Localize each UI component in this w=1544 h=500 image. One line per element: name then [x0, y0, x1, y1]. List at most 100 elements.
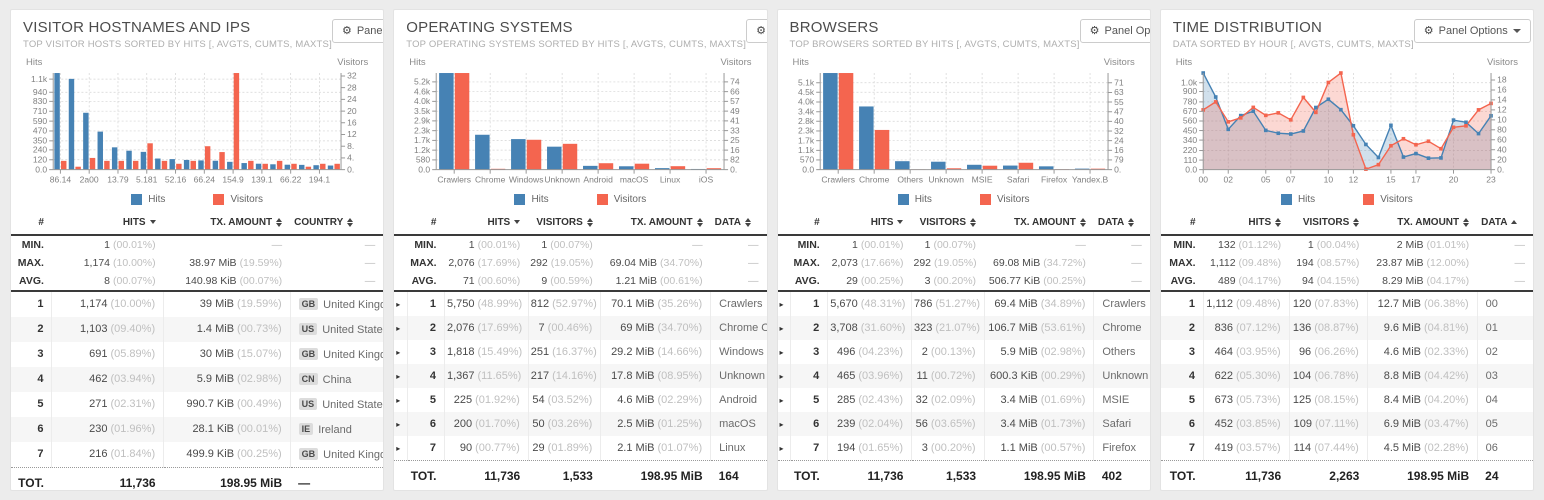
expand-row-icon[interactable]: ▸ [396, 419, 401, 429]
cell-value: 69.08 MiB [992, 256, 1041, 269]
expand-row-icon[interactable]: ▸ [779, 347, 784, 357]
expand-cell[interactable]: ▸ [394, 316, 407, 340]
col-index-header[interactable]: # [11, 211, 52, 235]
expand-cell[interactable]: ▸ [778, 436, 791, 461]
table-row[interactable]: 1 1,112 (09.48%) 120 (07.83%) 12.7 MiB (06.38%… [1161, 290, 1533, 316]
col-hits-header[interactable]: HITS [444, 211, 528, 235]
table-row[interactable]: ▸ 3 496 (04.23%) 2 (00.13%) 5.9 MiB (02.98%) Oth… [778, 339, 1150, 364]
col-hits-header[interactable]: HITS [52, 211, 164, 235]
panel-options-button[interactable]: ⚙Panel Options [331, 19, 384, 43]
table-row[interactable]: 4 622 (05.30%) 104 (06.78%) 8.8 MiB (04.42%) 03 [1160, 363, 1533, 388]
sort-both-icon [1275, 217, 1282, 227]
expand-row-icon[interactable]: ▸ [779, 323, 784, 333]
expand-row-icon[interactable]: ▸ [779, 443, 784, 453]
col-hits-header[interactable]: HITS [1204, 211, 1290, 235]
cell-percent: (03.57%) [1236, 441, 1281, 454]
table-row[interactable]: ▸ 1 5,750 (48.99%) 812 (52.97%) 70.1 MiB (35.26… [394, 290, 767, 316]
expand-cell[interactable]: ▸ [394, 436, 407, 461]
expand-row-icon[interactable]: ▸ [779, 371, 784, 381]
country-name: United States [322, 398, 384, 411]
expand-row-icon[interactable]: ▸ [396, 371, 401, 381]
table-row[interactable]: 7 216 (01.84%) 499.9 KiB (00.25%) GB United Ki… [11, 441, 384, 468]
panel-options-button[interactable]: ⚙Panel Options [1413, 19, 1531, 43]
expand-row-icon[interactable]: ▸ [396, 443, 401, 453]
column-label: DATA [1481, 216, 1508, 228]
table-row[interactable]: ▸ 6 200 (01.70%) 50 (03.26%) 2.5 MiB (01.25%) ma… [394, 411, 767, 436]
table-row[interactable]: 2 836 (07.12%) 136 (08.87%) 9.6 MiB (04.81%) 01 [1160, 315, 1533, 340]
col-tx-amount-header[interactable]: TX. AMOUNT [984, 211, 1094, 235]
col-visitors-header[interactable]: VISITORS [911, 211, 984, 235]
table-row[interactable]: ▸ 5 285 (02.43%) 32 (02.09%) 3.4 MiB (01.69%) MS… [778, 387, 1150, 412]
expand-cell[interactable]: ▸ [778, 388, 791, 412]
table-row[interactable]: 1 1,174 (10.00%) 39 MiB (19.59%) GB United Kin… [11, 290, 384, 317]
expand-cell[interactable]: ▸ [394, 291, 407, 316]
expand-cell[interactable]: ▸ [394, 412, 407, 436]
svg-text:16: 16 [730, 145, 740, 155]
col-index-header[interactable]: # [791, 211, 828, 235]
expand-row-icon[interactable]: ▸ [396, 323, 401, 333]
col-index-header[interactable]: # [1161, 211, 1204, 235]
expand-row-icon[interactable]: ▸ [779, 419, 784, 429]
panel-options-button[interactable]: ⚙Panel Options [746, 19, 767, 43]
expand-cell[interactable]: ▸ [778, 412, 791, 436]
table-row[interactable]: ▸ 4 465 (03.96%) 11 (00.72%) 600.3 KiB (00.29%)… [777, 363, 1150, 388]
col-tx-amount-cell: 106.7 MiB (53.61%) [983, 315, 1094, 340]
expand-cell[interactable]: ▸ [778, 340, 791, 364]
expand-cell[interactable]: ▸ [778, 316, 791, 340]
expand-row-icon[interactable]: ▸ [396, 395, 401, 405]
table-row[interactable]: 7 419 (03.57%) 114 (07.44%) 4.5 MiB (02.28%) 06 [1161, 435, 1533, 461]
col-data-header[interactable]: DATA [711, 211, 767, 235]
table-row[interactable]: ▸ 1 5,670 (48.31%) 786 (51.27%) 69.4 MiB (34.89… [778, 290, 1150, 316]
col-data-cell: — [711, 235, 767, 254]
col-tx-amount-header[interactable]: TX. AMOUNT [1367, 211, 1477, 235]
cell-value: 673 [1214, 393, 1234, 406]
table-row[interactable]: ▸ 3 1,818 (15.49%) 251 (16.37%) 29.2 MiB (14.66… [394, 339, 767, 364]
cell-value: 1.4 MiB [196, 323, 235, 336]
table-row[interactable]: 3 464 (03.95%) 96 (06.26%) 4.6 MiB (02.33%) 02 [1161, 339, 1533, 364]
hits-visitors-chart[interactable]: 0.01102203404505606707809001.0k0.2040608… [1170, 69, 1524, 190]
col-country-header[interactable]: COUNTRY [290, 211, 383, 235]
expand-cell[interactable]: ▸ [394, 388, 407, 412]
cell-percent: (01.69%) [1040, 393, 1086, 406]
svg-text:900: 900 [1183, 86, 1198, 96]
expand-cell[interactable]: ▸ [778, 291, 791, 316]
table-row[interactable]: ▸ 7 194 (01.65%) 3 (00.20%) 1.1 MiB (00.57%) Fir… [778, 435, 1150, 461]
table-row[interactable]: ▸ 2 2,076 (17.69%) 7 (00.46%) 69 MiB (34.70%) Ch… [394, 315, 767, 340]
expand-cell[interactable]: ▸ [778, 364, 791, 388]
cell-percent: (02.04%) [858, 417, 903, 430]
table-row[interactable]: ▸ 6 239 (02.04%) 56 (03.65%) 3.4 MiB (01.73%) Sa… [777, 411, 1150, 436]
expand-row-icon[interactable]: ▸ [779, 299, 784, 309]
table-row[interactable]: ▸ 5 225 (01.92%) 54 (03.52%) 4.6 MiB (02.29%) An… [394, 387, 767, 412]
col-tx-amount-cell: 1.21 MiB (00.61%) [601, 272, 711, 291]
col-tx-amount-header[interactable]: TX. AMOUNT [601, 211, 711, 235]
table-row[interactable]: 5 673 (05.73%) 125 (08.15%) 8.4 MiB (04.20%) 04 [1161, 387, 1533, 412]
col-index-header[interactable]: # [407, 211, 444, 235]
col-data-header[interactable]: DATA [1477, 211, 1533, 235]
panel-options-button[interactable]: ⚙Panel Options [1079, 19, 1150, 43]
expand-cell[interactable]: ▸ [394, 364, 407, 388]
col-tx-amount-header[interactable]: TX. AMOUNT [164, 211, 291, 235]
table-row[interactable]: 4 462 (03.94%) 5.9 MiB (02.98%) CN China [11, 366, 384, 392]
table-row[interactable]: 6 452 (03.85%) 109 (07.11%) 6.9 MiB (03.47%) 05 [1160, 411, 1533, 436]
table-row[interactable]: 5 271 (02.31%) 990.7 KiB (00.49%) US United St… [11, 391, 384, 417]
table-row[interactable]: 6 230 (01.96%) 28.1 KiB (00.01%) IE Ireland [11, 416, 384, 442]
table-row[interactable]: ▸ 4 1,367 (11.65%) 217 (14.16%) 17.8 MiB (08.95… [394, 363, 767, 388]
col-visitors-header[interactable]: VISITORS [1289, 211, 1367, 235]
cell-percent: (00.49%) [237, 398, 282, 411]
hits-visitors-chart[interactable]: 0.01202403504705907108309401.1k0.4.8.121… [20, 69, 374, 190]
expand-row-icon[interactable]: ▸ [396, 299, 401, 309]
col-hits-cell: 1,112 (09.48%) [1203, 290, 1290, 316]
col-visitors-header[interactable]: VISITORS [528, 211, 601, 235]
expand-cell[interactable]: ▸ [394, 340, 407, 364]
table-row[interactable]: ▸ 2 3,708 (31.60%) 323 (21.07%) 106.7 MiB (53.6… [777, 315, 1150, 340]
col-hits-header[interactable]: HITS [828, 211, 912, 235]
col-data-header[interactable]: DATA [1094, 211, 1150, 235]
expand-row-icon[interactable]: ▸ [779, 395, 784, 405]
table-row[interactable]: 2 1,103 (09.40%) 1.4 MiB (00.73%) US United St… [11, 316, 384, 342]
row-index: 7 [1188, 441, 1196, 454]
table-row[interactable]: ▸ 7 90 (00.77%) 29 (01.89%) 2.1 MiB (01.07%) Lin… [394, 435, 767, 461]
expand-row-icon[interactable]: ▸ [396, 347, 401, 357]
